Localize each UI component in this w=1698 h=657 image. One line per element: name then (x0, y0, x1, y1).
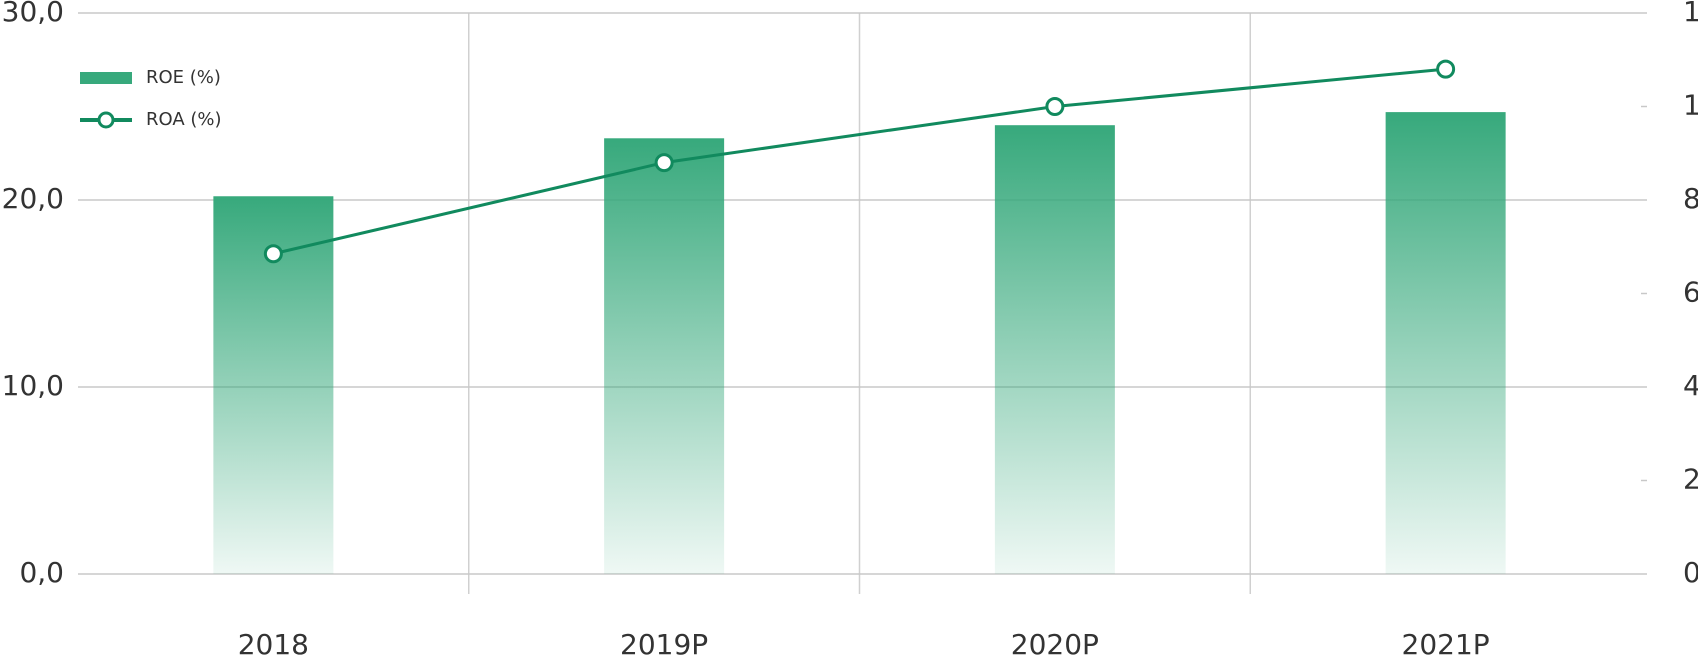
bar (994, 125, 1115, 574)
x-tick-label: 2020P (1011, 628, 1099, 657)
x-tick-label: 2018 (238, 628, 309, 657)
y-tick-label: 30,0 (2, 0, 64, 28)
x-tick-label: 2021P (1402, 628, 1490, 657)
line-point (1045, 97, 1065, 116)
line-point (263, 244, 283, 264)
y2-tick-label: 8 (1683, 182, 1698, 215)
legend-swatch-point (97, 111, 115, 129)
bar (1385, 112, 1506, 575)
y2-tick-label: 4 (1683, 369, 1698, 402)
legend-swatch (80, 72, 132, 84)
legend-label: ROA (%) (146, 109, 222, 130)
y2-tick-label: 10 (1683, 89, 1698, 122)
line-point (654, 153, 674, 173)
y2-tick-label: 12 (1683, 0, 1698, 28)
y2-tick-label: 2 (1683, 463, 1698, 496)
y-tick-label: 10,0 (2, 369, 64, 402)
line (273, 67, 1446, 256)
x-tick-label: 2019P (620, 628, 708, 657)
bar (604, 138, 725, 575)
y2-tick-label: 0 (1683, 556, 1698, 589)
line-point (1436, 59, 1456, 79)
y2-tick-label: 6 (1683, 276, 1698, 309)
y-tick-label: 0,0 (19, 556, 64, 589)
y-tick-label: 20,0 (2, 182, 64, 215)
legend-label: ROE (%) (146, 67, 221, 88)
